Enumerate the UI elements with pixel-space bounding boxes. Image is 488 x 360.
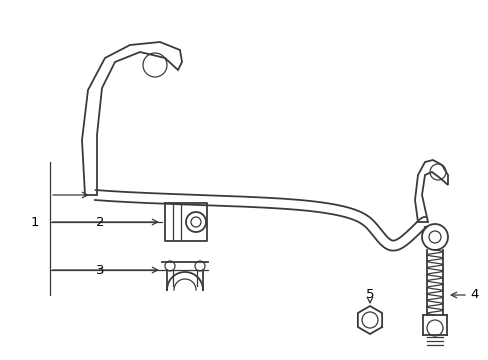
Text: 5: 5	[365, 288, 373, 302]
Text: 1: 1	[31, 216, 39, 229]
Text: 4: 4	[470, 288, 478, 302]
Text: 2: 2	[96, 216, 104, 229]
Text: 3: 3	[96, 264, 104, 276]
